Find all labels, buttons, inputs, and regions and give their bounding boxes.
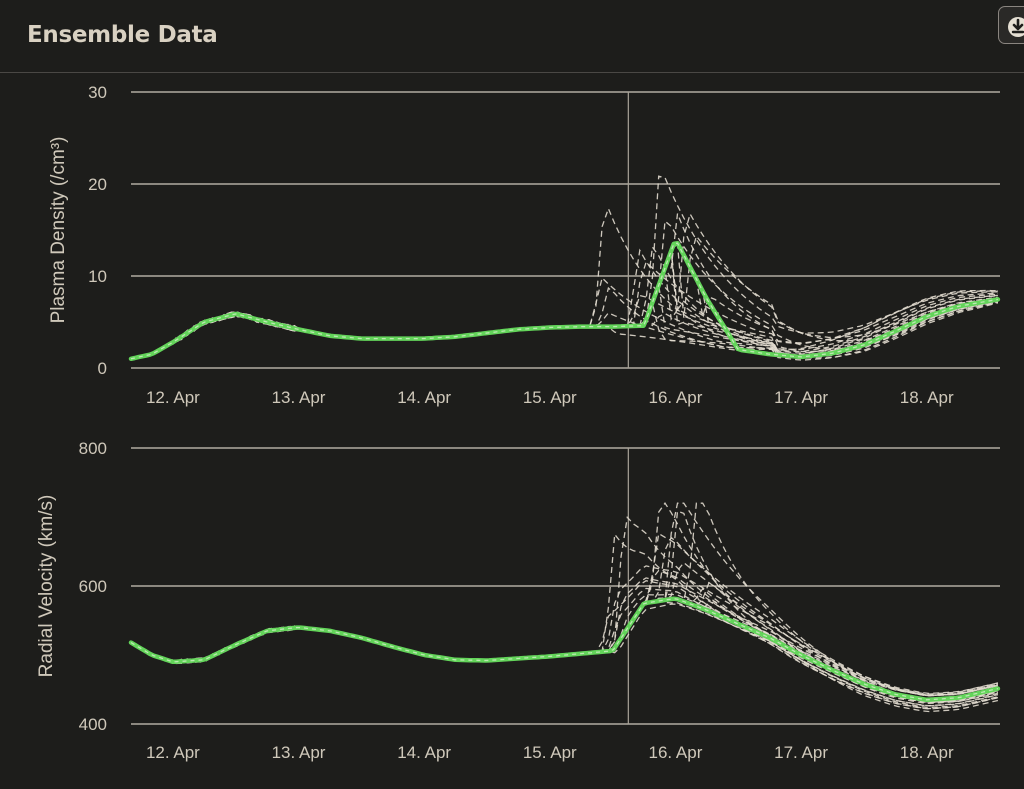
x-tick-label: 17. Apr [774, 388, 828, 407]
x-tick-label: 12. Apr [146, 743, 200, 762]
ensemble-member-line [130, 510, 999, 713]
ensemble-member-line [130, 565, 999, 695]
ensemble-member-line [130, 532, 999, 696]
y-tick-label: 10 [88, 267, 107, 286]
x-tick-label: 15. Apr [523, 743, 577, 762]
x-tick-label: 13. Apr [272, 388, 326, 407]
ensemble-member-line [130, 587, 999, 707]
main-series-line [128, 240, 1001, 362]
x-tick-label: 14. Apr [397, 743, 451, 762]
ensemble-member-line [130, 502, 999, 697]
y-tick-label: 600 [79, 577, 107, 596]
x-tick-label: 15. Apr [523, 388, 577, 407]
ensemble-member-line [130, 580, 999, 709]
main-series-overlay [130, 242, 999, 360]
ensemble-member-line [130, 598, 999, 697]
ensemble-member-line [130, 536, 999, 700]
ensemble-member-line [130, 577, 999, 695]
panel-header: Ensemble Data [0, 0, 1024, 73]
x-tick-label: 18. Apr [900, 743, 954, 762]
x-tick-label: 12. Apr [146, 388, 200, 407]
ensemble-member-line [130, 593, 999, 696]
main-series-overlay [130, 598, 999, 701]
x-tick-label: 16. Apr [648, 743, 702, 762]
x-tick-label: 14. Apr [397, 388, 451, 407]
panel-title: Ensemble Data [27, 22, 218, 48]
y-tick-label: 20 [88, 175, 107, 194]
y-tick-label: 30 [88, 83, 107, 102]
ensemble-chart: 0 10 20 30 12. Apr 13. Apr 14. Apr 15. Apr 16. A… [36, 83, 1001, 762]
download-button[interactable] [998, 6, 1024, 44]
x-tick-label: 17. Apr [774, 743, 828, 762]
ensemble-member-line [130, 502, 999, 703]
y-axis-label: Plasma Density (/cm³) [48, 137, 69, 324]
ensemble-member-line [130, 502, 999, 703]
ensemble-member-line [130, 561, 999, 697]
ensemble-member-line [130, 300, 999, 361]
x-tick-label: 13. Apr [272, 743, 326, 762]
y-tick-label: 800 [79, 439, 107, 458]
ensemble-member-line [130, 516, 999, 702]
y-axis-label: Radial Velocity (km/s) [36, 495, 57, 678]
ensemble-member-line [130, 175, 998, 360]
y-tick-label: 0 [98, 359, 107, 378]
x-tick-label: 16. Apr [648, 388, 702, 407]
download-icon [1008, 17, 1024, 37]
x-tick-label: 18. Apr [900, 388, 954, 407]
ensemble-member-line [130, 213, 998, 360]
y-tick-label: 400 [79, 715, 107, 734]
